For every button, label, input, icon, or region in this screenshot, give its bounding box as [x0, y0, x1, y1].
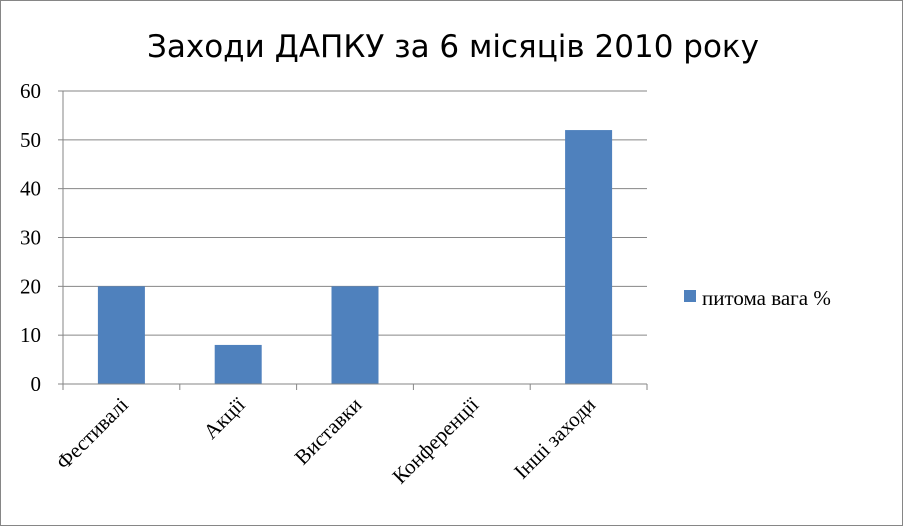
y-tick-label: 30 [20, 226, 41, 250]
x-tick-label: Виставки [290, 393, 367, 470]
x-tick-label: Інші заходи [509, 393, 600, 484]
bar-5 [565, 130, 613, 384]
bar-1 [97, 286, 145, 384]
x-tick-label: Конференції [387, 392, 483, 488]
y-tick-label: 20 [20, 274, 41, 298]
legend-label: питома вага % [702, 286, 831, 310]
bar-2 [214, 344, 262, 384]
x-tick-label: Фестивалі [51, 392, 133, 474]
y-tick-label: 50 [20, 128, 41, 152]
x-tick-label: Акції [199, 392, 250, 443]
y-tick-label: 40 [20, 177, 41, 201]
y-tick-label: 60 [20, 79, 41, 103]
legend: питома вага % [684, 286, 831, 310]
y-tick-label: 0 [31, 372, 42, 396]
axes [58, 90, 648, 390]
gridlines [63, 90, 647, 336]
x-tick-labels: Фестивалі Акції Виставки Конференції Інші за… [51, 392, 600, 488]
bars [97, 130, 613, 384]
legend-swatch [684, 290, 696, 302]
y-tick-labels: 0 10 20 30 40 50 60 [20, 79, 41, 396]
bar-3 [331, 286, 379, 384]
chart-title: Заходи ДАПКУ за 6 місяців 2010 року [147, 29, 759, 65]
y-tick-label: 10 [20, 323, 41, 347]
